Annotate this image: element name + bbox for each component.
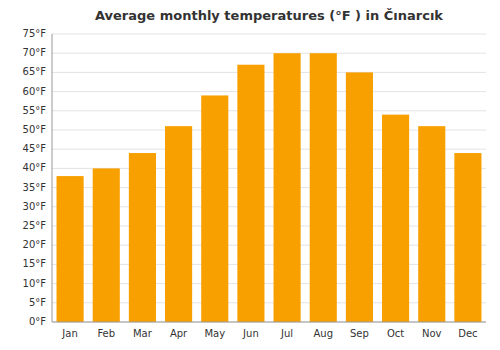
y-tick-label: 30°F	[23, 201, 47, 212]
y-tick-label: 45°F	[23, 143, 47, 154]
x-tick-label: Jul	[280, 328, 293, 339]
grid	[52, 34, 486, 322]
grid-line	[52, 72, 486, 73]
y-tick-label: 20°F	[23, 239, 47, 250]
bar	[274, 53, 301, 322]
x-tick-label: Mar	[133, 328, 153, 339]
y-tick-label: 70°F	[23, 47, 47, 58]
y-tick-label: 0°F	[29, 316, 46, 327]
bars	[57, 53, 482, 322]
x-tick-label: Sep	[350, 328, 369, 339]
bar	[418, 126, 445, 322]
y-axis-line	[52, 34, 53, 322]
bar	[346, 72, 373, 322]
x-axis-line	[52, 322, 486, 323]
x-axis: Jan Feb Mar Apr May Jun Jul Aug Sep Oct Nov Dec	[52, 34, 486, 339]
bar	[454, 153, 481, 322]
bar	[310, 53, 337, 322]
y-tick-label: 5°F	[29, 297, 46, 308]
y-tick-label: 40°F	[23, 162, 47, 173]
y-tick-label: 65°F	[23, 66, 47, 77]
y-tick-label: 55°F	[23, 105, 47, 116]
x-tick-label: Oct	[387, 328, 404, 339]
bar	[129, 153, 156, 322]
x-tick-label: Apr	[170, 328, 188, 339]
chart-svg: 0°F 5°F 10°F 15°F 20°F 25°F 30°F 35°F 40°F 45°F 50…	[0, 0, 500, 350]
y-tick-label: 25°F	[23, 220, 47, 231]
bar	[93, 168, 120, 322]
x-tick-label: May	[204, 328, 225, 339]
x-tick-label: Dec	[458, 328, 477, 339]
grid-line	[52, 91, 486, 92]
x-tick-label: Feb	[97, 328, 115, 339]
chart-title: Average monthly temperatures (°F ) in Čı…	[95, 8, 443, 23]
y-tick-label: 35°F	[23, 182, 47, 193]
y-axis: 0°F 5°F 10°F 15°F 20°F 25°F 30°F 35°F 40°F 45°F 50…	[23, 28, 47, 327]
y-tick-label: 75°F	[23, 28, 47, 39]
chart-container: 0°F 5°F 10°F 15°F 20°F 25°F 30°F 35°F 40°F 45°F 50…	[0, 0, 500, 350]
bar	[237, 65, 264, 322]
y-tick-label: 50°F	[23, 124, 47, 135]
bar	[165, 126, 192, 322]
grid-line	[52, 110, 486, 111]
bar	[57, 176, 84, 322]
y-tick-label: 60°F	[23, 86, 47, 97]
grid-line	[52, 322, 486, 323]
x-tick-label: Nov	[422, 328, 442, 339]
x-tick-label: Aug	[313, 328, 333, 339]
grid-line	[52, 34, 486, 35]
y-tick-label: 10°F	[23, 278, 47, 289]
x-tick-label: Jun	[242, 328, 259, 339]
grid-line	[52, 53, 486, 54]
bar	[201, 95, 228, 322]
x-tick-label: Jan	[61, 328, 77, 339]
y-tick-label: 15°F	[23, 258, 47, 269]
bar	[382, 115, 409, 322]
